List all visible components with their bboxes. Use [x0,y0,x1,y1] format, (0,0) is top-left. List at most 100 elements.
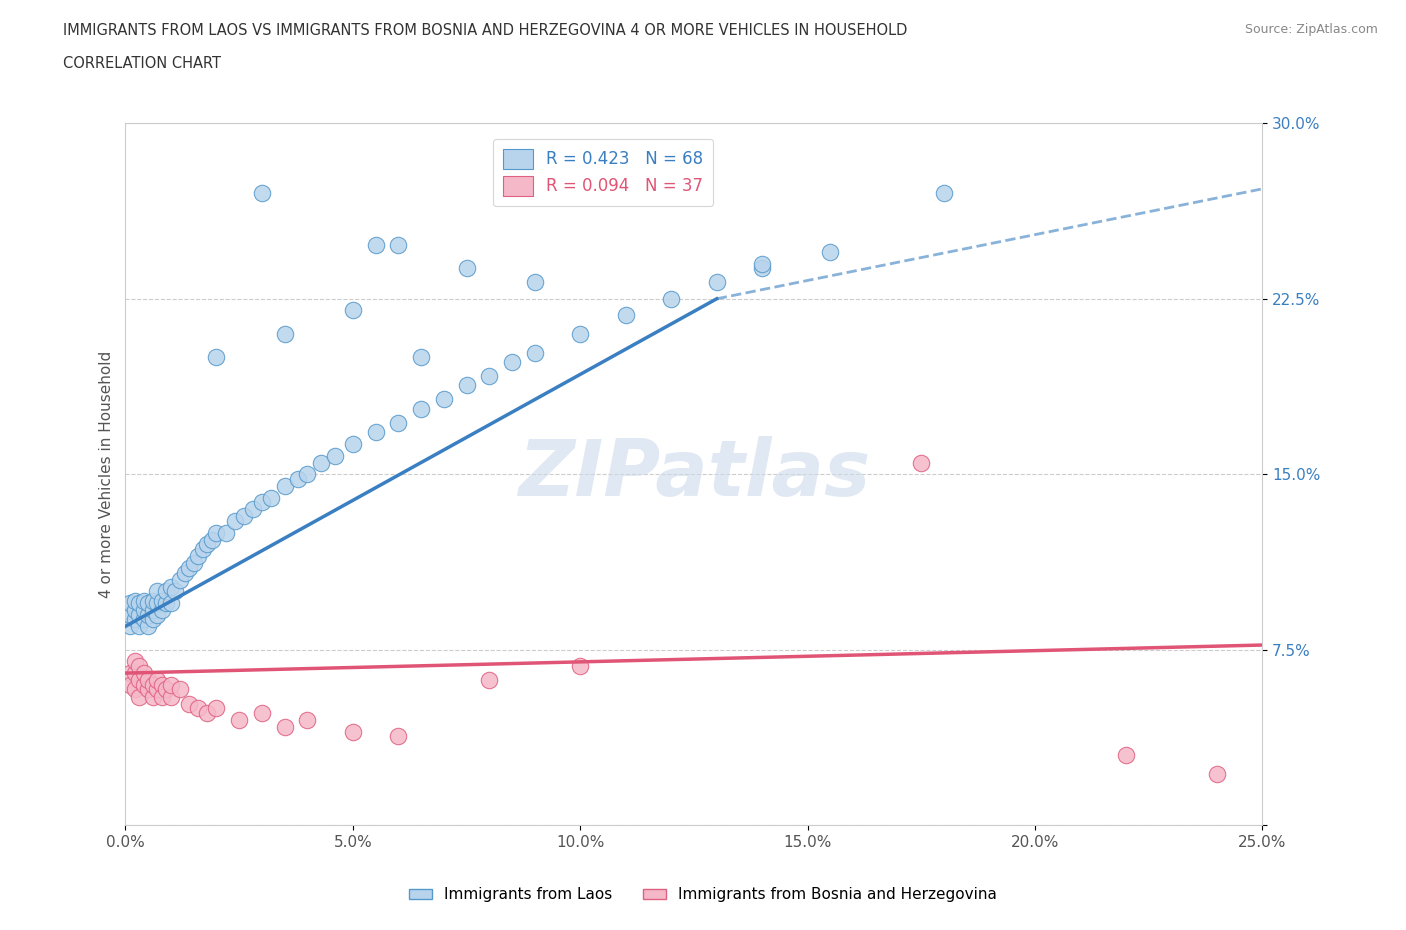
Point [150,603,173,618]
Point [273,326,295,341]
Point [128,658,150,673]
Point [136,682,159,697]
Point [128,607,150,622]
Text: CORRELATION CHART: CORRELATION CHART [63,56,221,71]
Point [297,467,319,482]
Point [932,186,955,201]
Point [191,541,214,556]
Point [124,666,146,681]
Point [132,677,155,692]
Point [205,350,228,365]
Legend: R = 0.423   N = 68, R = 0.094   N = 37: R = 0.423 N = 68, R = 0.094 N = 37 [492,139,713,206]
Point [309,455,332,470]
Point [124,593,146,608]
Point [118,595,141,610]
Point [142,677,165,692]
Point [142,593,165,608]
Point [205,701,228,716]
Point [124,654,146,669]
Point [187,701,209,716]
Point [433,392,456,406]
Point [201,532,224,547]
Point [205,525,228,540]
Point [124,612,146,627]
Point [165,584,187,599]
Point [195,706,218,721]
Point [224,513,246,528]
Point [118,618,141,633]
Point [136,672,159,687]
Point [146,682,169,697]
Point [173,565,195,580]
Point [118,677,141,692]
Point [323,448,346,463]
Point [364,237,387,252]
Point [155,584,177,599]
Point [146,595,169,610]
Point [751,261,773,276]
Point [146,672,169,687]
Point [910,455,932,470]
Point [146,584,169,599]
Point [128,595,150,610]
Point [160,595,183,610]
Point [169,572,191,587]
Point [569,658,592,673]
Point [342,303,364,318]
Point [132,666,155,681]
Point [228,712,250,727]
Point [124,603,146,618]
Point [146,607,169,622]
Point [456,261,478,276]
Point [250,495,273,510]
Point [150,689,173,704]
Point [214,525,236,540]
Point [160,579,183,594]
Point [195,537,218,551]
Point [132,593,155,608]
Point [260,490,283,505]
Point [132,603,155,618]
Point [342,724,364,739]
Point [706,275,728,290]
Point [287,472,309,486]
Point [387,416,409,431]
Point [142,612,165,627]
Point [183,556,205,571]
Point [751,257,773,272]
Point [273,720,295,735]
Point [569,326,592,341]
Point [128,689,150,704]
Point [160,677,183,692]
Point [155,682,177,697]
Point [501,354,523,369]
Point [179,561,201,576]
Point [364,425,387,440]
Point [136,595,159,610]
Point [128,618,150,633]
Point [387,729,409,744]
Point [820,245,842,259]
Point [132,612,155,627]
Legend: Immigrants from Laos, Immigrants from Bosnia and Herzegovina: Immigrants from Laos, Immigrants from Bo… [404,882,1002,909]
Point [1206,766,1229,781]
Point [118,666,141,681]
Y-axis label: 4 or more Vehicles in Household: 4 or more Vehicles in Household [100,351,114,598]
Point [187,549,209,564]
Point [142,603,165,618]
Point [478,672,501,687]
Point [614,308,637,323]
Point [124,682,146,697]
Point [478,368,501,383]
Point [118,607,141,622]
Point [232,509,254,524]
Point [160,689,183,704]
Text: IMMIGRANTS FROM LAOS VS IMMIGRANTS FROM BOSNIA AND HERZEGOVINA 4 OR MORE VEHICLE: IMMIGRANTS FROM LAOS VS IMMIGRANTS FROM … [63,23,908,38]
Point [142,689,165,704]
Point [523,275,546,290]
Point [179,696,201,711]
Point [150,593,173,608]
Point [250,706,273,721]
Text: ZIPatlas: ZIPatlas [517,436,870,512]
Point [169,682,191,697]
